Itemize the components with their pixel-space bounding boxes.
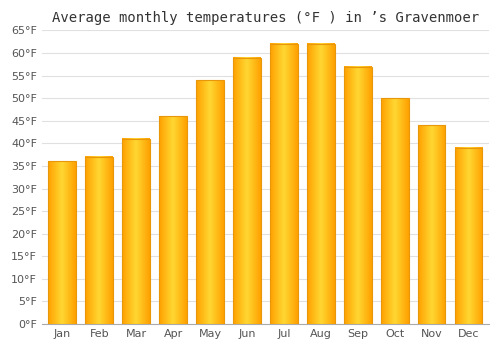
Bar — [86, 157, 113, 324]
Bar — [159, 116, 187, 324]
Bar — [381, 98, 408, 324]
Bar — [344, 66, 372, 324]
Bar — [418, 125, 446, 324]
Bar — [270, 44, 297, 324]
Bar — [122, 139, 150, 324]
Bar — [233, 57, 261, 324]
Title: Average monthly temperatures (°F ) in ’s Gravenmoer: Average monthly temperatures (°F ) in ’s… — [52, 11, 479, 25]
Bar — [454, 148, 482, 324]
Bar — [307, 44, 334, 324]
Bar — [48, 161, 76, 324]
Bar — [196, 80, 224, 324]
